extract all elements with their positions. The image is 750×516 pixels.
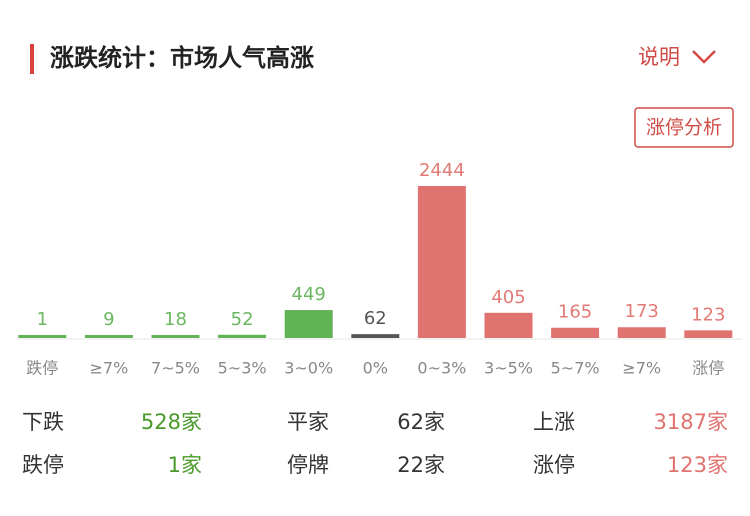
bar: [417, 186, 466, 338]
x-tick-label: 7~5%: [151, 359, 200, 378]
summary-value: 62家: [397, 410, 445, 434]
value-label: 405: [491, 287, 525, 308]
button-text[interactable]: 涨停分析: [646, 117, 722, 139]
x-tick-label: 5~7%: [551, 359, 600, 378]
x-tick-label: ≥7%: [90, 359, 129, 378]
x-tick-label: 0%: [363, 359, 388, 378]
summary-value: 528家: [141, 410, 202, 434]
x-tick-label: 0~3%: [417, 359, 466, 378]
value-label: 173: [625, 301, 659, 322]
bar: [684, 330, 733, 338]
summary-value: 1家: [168, 453, 202, 477]
x-tick-label: 5~3%: [218, 359, 267, 378]
summary-value: 22家: [397, 453, 445, 477]
summary-label: 停牌: [287, 453, 329, 477]
bar: [284, 310, 333, 338]
help-text[interactable]: 说明: [638, 45, 680, 69]
value-label: 1: [37, 309, 48, 330]
x-tick-label: 涨停: [692, 359, 724, 378]
value-label: 62: [364, 308, 387, 329]
bar: [551, 327, 600, 338]
bar: [18, 335, 67, 338]
chevron[interactable]: [692, 50, 716, 64]
x-tick-label: 跌停: [26, 359, 58, 378]
value-label: 165: [558, 302, 592, 323]
summary-label: 下跌: [22, 410, 64, 434]
value-label: 123: [691, 304, 725, 325]
help-link[interactable]: 说明: [638, 45, 716, 69]
summary-label: 上涨: [533, 410, 575, 434]
title-accent: [30, 44, 34, 74]
summary-label: 跌停: [22, 453, 64, 477]
x-tick-label: ≥7%: [622, 359, 661, 378]
summary-label: 平家: [287, 410, 329, 434]
summary-value: 3187家: [654, 410, 728, 434]
summary-value: 123家: [667, 453, 728, 477]
value-label: 2444: [419, 160, 465, 181]
value-label: 52: [231, 309, 254, 330]
bar: [351, 334, 400, 338]
bar: [218, 334, 267, 338]
bar: [484, 312, 533, 338]
bar: [617, 327, 666, 338]
bar: [151, 335, 200, 338]
bar: [84, 335, 133, 338]
button-frame[interactable]: [634, 107, 734, 148]
limit-up-button[interactable]: 涨停分析: [634, 107, 734, 148]
title: 涨跌统计：市场人气高涨: [50, 44, 314, 72]
value-label: 449: [292, 284, 326, 305]
value-label: 9: [103, 309, 114, 330]
value-label: 18: [164, 309, 187, 330]
x-tick-label: 3~0%: [284, 359, 333, 378]
summary-label: 涨停: [533, 453, 575, 477]
x-tick-label: 3~5%: [484, 359, 533, 378]
